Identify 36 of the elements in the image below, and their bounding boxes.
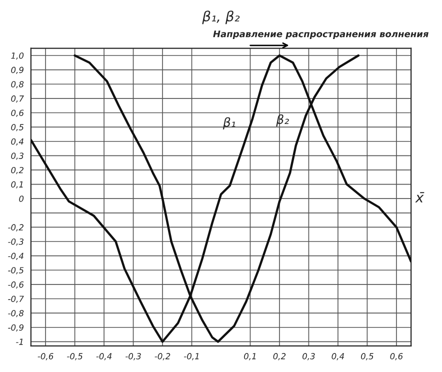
x-tick-label: 0,1 (244, 353, 256, 360)
y-tick-label: -0,9 (8, 324, 24, 332)
x-tick-label: 0,2 (273, 353, 286, 360)
y-axis-title: β₁, β₂ (202, 10, 240, 24)
x-tick-label: -0,2 (154, 353, 170, 360)
x-tick-label: 0,4 (332, 353, 344, 360)
x-axis-title: x̄ (415, 192, 424, 202)
y-tick-label: -0,5 (8, 267, 24, 274)
y-tick-label: -1 (16, 338, 23, 345)
x-tick-label: 0,5 (360, 353, 374, 360)
x-tick-label: -0,5 (67, 353, 82, 360)
y-tick-label: 0,4 (11, 138, 24, 146)
y-tick-label: -0,3 (8, 238, 24, 246)
y-tick-label: 0,6 (11, 110, 24, 117)
y-tick-label: -0,6 (8, 281, 24, 289)
y-tick-label: 0,2 (11, 166, 24, 174)
text: Направление распространения волнения (213, 30, 428, 40)
y-tick-label: -0,4 (8, 252, 24, 260)
y-tick-label: 0,7 (11, 95, 24, 103)
x-tick-label: -0,6 (38, 353, 54, 360)
x-tick-label: -0,3 (126, 353, 141, 360)
x-tick-label: 0,6 (390, 353, 403, 360)
y-tick-label: -0,2 (8, 224, 24, 232)
y-tick-label: 0,5 (11, 124, 24, 132)
y-tick-label: 1,0 (11, 52, 24, 60)
y-tick-label: 0 (19, 196, 24, 202)
y-tick-label: 0,8 (11, 81, 24, 88)
y-tick-label: -0,7 (8, 296, 24, 303)
y-tick-label: -0,8 (8, 310, 24, 318)
y-tick-label: 0,3 (11, 152, 24, 160)
x-tick-label: -0,4 (96, 353, 112, 360)
x-tick-label: -0,1 (184, 353, 199, 360)
x-tick-label: 0,3 (302, 353, 315, 360)
y-tick-label: 0,1 (11, 181, 23, 188)
y-tick-label: 0,9 (11, 66, 24, 74)
line-series (30, 54, 412, 343)
